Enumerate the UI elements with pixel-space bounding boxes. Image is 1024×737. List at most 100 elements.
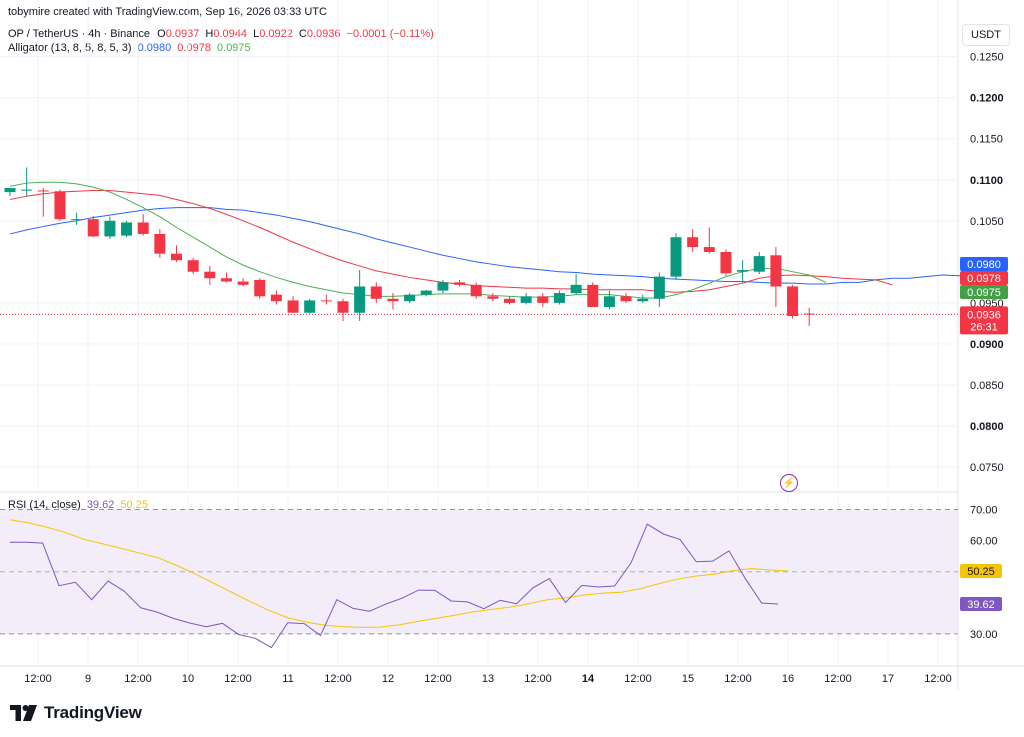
candle-body[interactable] — [437, 282, 449, 291]
time-tick-label: 12:00 — [24, 673, 52, 685]
candle-body[interactable] — [220, 278, 232, 282]
candle-body[interactable] — [121, 222, 133, 236]
time-tick-label: 17 — [882, 673, 894, 685]
rsi-axis-label: 39.62 — [967, 599, 995, 611]
open-value: 0.0937 — [165, 28, 200, 40]
candle-body[interactable] — [154, 233, 166, 254]
candle-body[interactable] — [753, 256, 765, 272]
candle-body[interactable] — [137, 222, 149, 234]
low-value: 0.0922 — [259, 28, 293, 40]
alligator-legend: Alligator (13, 8, 5, 8, 5, 3) 0.0980 0.0… — [8, 42, 251, 54]
currency-button[interactable]: USDT — [962, 24, 1010, 46]
candle-body[interactable] — [454, 282, 466, 285]
last-price-label: 0.0936 — [967, 309, 1001, 321]
candle-body[interactable] — [637, 298, 649, 302]
teeth-price-label: 0.0978 — [967, 273, 1001, 285]
time-tick-label: 11 — [282, 673, 293, 685]
time-tick-label: 16 — [782, 673, 794, 685]
symbol-label[interactable]: OP / TetherUS · 4h · Binance — [8, 28, 151, 40]
candle-body[interactable] — [470, 284, 482, 297]
tradingview-mark-icon — [10, 705, 37, 721]
candle-body[interactable] — [703, 247, 715, 252]
price-tick-label: 0.1250 — [970, 52, 1004, 64]
candle-body[interactable] — [204, 271, 216, 279]
high-label: H — [205, 28, 214, 40]
candle-body[interactable] — [337, 301, 349, 313]
candle-body[interactable] — [653, 276, 665, 299]
candle-body[interactable] — [171, 253, 182, 261]
rsi-label[interactable]: RSI (14, close) — [8, 499, 81, 511]
candle-body[interactable] — [237, 281, 249, 285]
candle-body[interactable] — [537, 296, 549, 303]
candle-body[interactable] — [320, 300, 332, 302]
candle-body[interactable] — [104, 220, 116, 237]
time-tick-label: 13 — [482, 673, 494, 685]
candle-body[interactable] — [553, 293, 565, 303]
time-tick-label: 12 — [382, 673, 394, 685]
candle-body[interactable] — [787, 286, 799, 317]
candle-body[interactable] — [737, 270, 749, 272]
alligator-jaw-value: 0.0980 — [137, 42, 172, 54]
price-tick-label: 0.0850 — [970, 380, 1004, 392]
candle-body[interactable] — [770, 255, 782, 287]
candle-body[interactable] — [254, 279, 266, 297]
candle-body[interactable] — [87, 219, 99, 237]
rsi-line — [10, 523, 779, 649]
candle-body[interactable] — [603, 296, 615, 307]
rsi-ma-value: 50.25 — [120, 499, 148, 511]
time-tick-label: 9 — [85, 673, 91, 685]
candle-body[interactable] — [487, 296, 499, 299]
rsi-ma-axis-box — [960, 563, 1002, 578]
time-tick-label: 12:00 — [724, 673, 752, 685]
change-value: −0.0001 (−0.11%) — [346, 28, 434, 40]
price-tick-label: 0.1100 — [970, 175, 1003, 187]
price-tick-label: 0.1200 — [970, 93, 1004, 105]
candle-body[interactable] — [570, 284, 582, 294]
tradingview-logo[interactable]: TradingView — [10, 703, 142, 723]
candle-body[interactable] — [587, 284, 599, 307]
time-tick-label: 14 — [582, 673, 595, 685]
time-tick-label: 15 — [682, 673, 694, 685]
candle-body[interactable] — [520, 296, 532, 303]
price-tick-label: 0.1150 — [970, 134, 1003, 146]
candle-body[interactable] — [21, 189, 33, 191]
candle-body[interactable] — [404, 294, 416, 302]
candle-body[interactable] — [71, 219, 83, 221]
time-tick-label: 12:00 — [824, 673, 852, 685]
candle-body[interactable] — [370, 286, 382, 299]
alligator-label[interactable]: Alligator (13, 8, 5, 8, 5, 3) — [8, 42, 132, 54]
time-tick-label: 12:00 — [524, 673, 552, 685]
candle-body[interactable] — [720, 252, 732, 274]
alligator-lips-value: 0.0975 — [217, 42, 251, 54]
candle-body[interactable] — [354, 286, 366, 313]
candle-body[interactable] — [54, 191, 66, 220]
time-tick-label: 12:00 — [624, 673, 652, 685]
candle-body[interactable] — [387, 298, 399, 302]
lips-price-label-box — [960, 285, 1008, 299]
candle-body[interactable] — [270, 294, 282, 302]
candle-body[interactable] — [287, 300, 299, 313]
candle-body[interactable] — [420, 290, 432, 295]
time-tick-label: 12:00 — [324, 673, 352, 685]
candle-body[interactable] — [670, 237, 682, 277]
jaw-price-label: 0.0980 — [967, 259, 1001, 271]
time-tick-label: 12:00 — [124, 673, 152, 685]
rsi-tick-label: 70.00 — [970, 505, 998, 517]
price-tick-label: 0.1050 — [970, 216, 1004, 228]
alligator-teeth-line — [9, 189, 893, 293]
candle-body[interactable] — [4, 187, 16, 193]
candle-body[interactable] — [37, 190, 49, 192]
close-label: C — [298, 28, 307, 40]
candle-body[interactable] — [687, 237, 699, 248]
candle-body[interactable] — [304, 300, 316, 313]
high-value: 0.0944 — [213, 28, 248, 40]
candle-body[interactable] — [803, 313, 815, 315]
price-tick-label: 0.0800 — [970, 421, 1004, 433]
lips-price-label: 0.0975 — [967, 287, 1001, 299]
candle-body[interactable] — [620, 296, 632, 302]
candle-body[interactable] — [504, 298, 515, 303]
price-tick-label: 0.0900 — [970, 339, 1004, 351]
flash-icon[interactable]: ⚡ — [780, 474, 798, 492]
candle-body[interactable] — [187, 260, 199, 272]
